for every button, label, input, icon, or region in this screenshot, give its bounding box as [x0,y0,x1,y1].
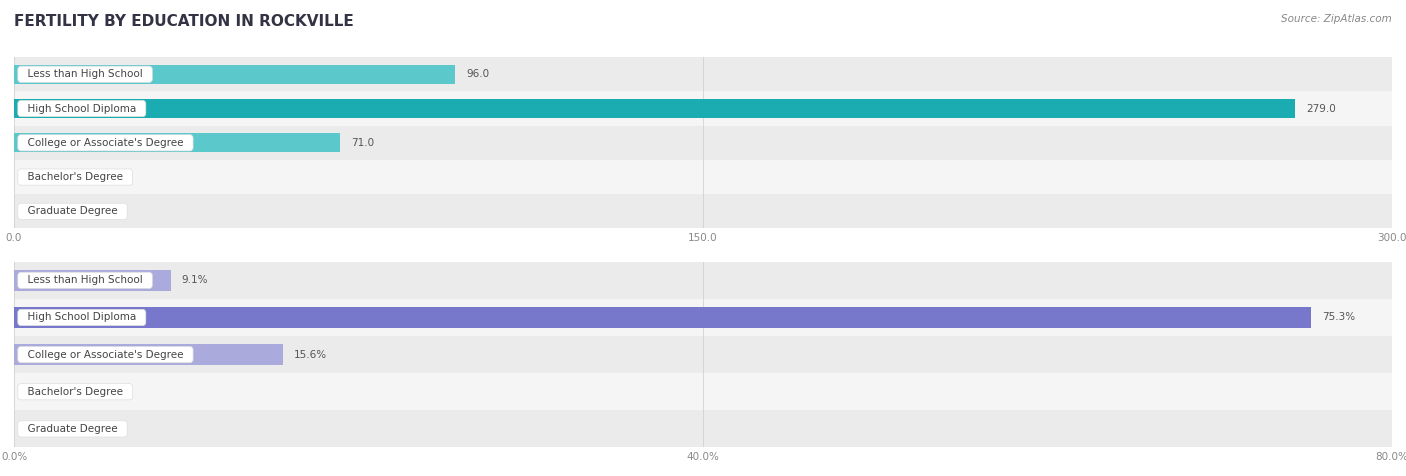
Text: 0.0: 0.0 [25,206,41,217]
Bar [14,299,1392,336]
Text: Less than High School: Less than High School [21,69,149,79]
Bar [14,99,1295,118]
Bar [14,262,1392,299]
Text: 71.0: 71.0 [352,138,374,148]
Text: Bachelor's Degree: Bachelor's Degree [21,172,129,182]
Text: High School Diploma: High School Diploma [21,103,142,114]
Bar [14,57,1392,91]
Text: 75.3%: 75.3% [1322,312,1355,323]
Bar [14,270,170,290]
Text: 9.1%: 9.1% [181,275,208,286]
Bar [14,133,340,152]
Text: High School Diploma: High School Diploma [21,312,142,323]
Bar [14,307,1310,327]
Bar [14,410,1392,447]
Bar [14,345,283,365]
Text: Graduate Degree: Graduate Degree [21,424,124,434]
Text: 96.0: 96.0 [465,69,489,79]
Text: Less than High School: Less than High School [21,275,149,286]
Text: 15.6%: 15.6% [294,349,326,360]
Text: 0.0%: 0.0% [25,424,52,434]
Text: FERTILITY BY EDUCATION IN ROCKVILLE: FERTILITY BY EDUCATION IN ROCKVILLE [14,14,354,30]
Text: Source: ZipAtlas.com: Source: ZipAtlas.com [1281,14,1392,24]
Bar [14,65,456,84]
Text: College or Associate's Degree: College or Associate's Degree [21,349,190,360]
Text: 0.0%: 0.0% [25,387,52,397]
Text: College or Associate's Degree: College or Associate's Degree [21,138,190,148]
Bar [14,126,1392,160]
Bar [14,373,1392,410]
Bar [14,91,1392,126]
Text: Graduate Degree: Graduate Degree [21,206,124,217]
Bar [14,336,1392,373]
Text: Bachelor's Degree: Bachelor's Degree [21,387,129,397]
Text: 0.0: 0.0 [25,172,41,182]
Text: 279.0: 279.0 [1306,103,1336,114]
Bar [14,194,1392,228]
Bar [14,160,1392,194]
